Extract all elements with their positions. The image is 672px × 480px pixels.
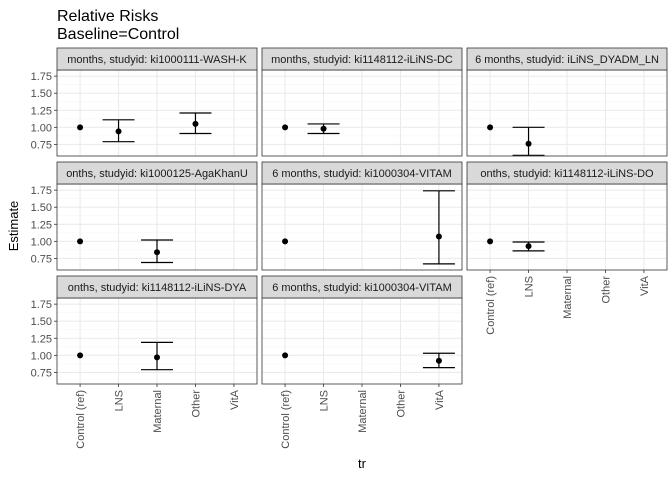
panel-marks <box>77 238 173 264</box>
estimate-point <box>154 249 160 256</box>
x-tick-label: Maternal <box>562 276 574 319</box>
facet-strip <box>466 161 668 185</box>
facet-strip-label: months, studyid: ki1148112-iLiNS-DC <box>271 54 453 66</box>
facet-strip-label: 6 months, studyid: ki1000304-VITAM <box>272 282 452 294</box>
x-tick-label: Control (ref) <box>280 390 292 449</box>
panel-marks <box>282 123 340 135</box>
facet-strip-label: onths, studyid: ki1000125-AgaKhanU <box>66 168 248 180</box>
y-tick-label: 1.50 <box>31 316 52 328</box>
y-tick-label: 0.75 <box>31 253 52 265</box>
y-axis-title: Estimate <box>6 201 21 252</box>
y-tick-label: 1.00 <box>31 122 52 134</box>
facet-strip-label: months, studyid: ki1000111-WASH-K <box>67 54 247 66</box>
estimate-point <box>282 352 289 359</box>
facet-panels: months, studyid: ki1000111-WASH-K 0.75 1.0… <box>31 47 668 449</box>
y-tick-label: 0.75 <box>31 367 52 379</box>
x-tick-label: Maternal <box>357 390 369 433</box>
panel-marks <box>77 341 173 371</box>
panel-marks <box>282 190 455 265</box>
y-tick-label: 1.25 <box>31 333 52 345</box>
y-tick-label: 1.50 <box>31 202 52 214</box>
x-tick-label: VitA <box>229 389 241 410</box>
chart-subtitle: Baseline=Control <box>57 26 179 43</box>
estimate-point <box>435 357 442 364</box>
facet-strip-label: onths, studyid: ki1148112-iLiNS-DYA <box>68 282 247 294</box>
y-tick-label: 1.50 <box>31 88 52 100</box>
facet-panel: months, studyid: ki1000111-WASH-K 0.75 1.0… <box>31 47 258 157</box>
facet-panel: 6 months, studyid: iLiNS_DYADM_LN <box>466 47 668 157</box>
estimate-point <box>77 238 84 245</box>
estimate-point <box>282 124 289 131</box>
estimate-point <box>77 124 84 131</box>
facet-strip <box>56 47 258 71</box>
x-axis-title: tr <box>358 456 367 471</box>
x-tick-label: VitA <box>639 275 651 296</box>
x-tick-label: Control (ref) <box>75 390 87 449</box>
y-tick-label: 1.00 <box>31 350 52 362</box>
chart-title: Relative Risks <box>57 8 158 25</box>
estimate-point <box>435 233 442 240</box>
facet-strip <box>261 47 463 71</box>
x-tick-label: Other <box>395 390 407 418</box>
facet-strip <box>261 275 463 299</box>
facet-strip-label: 6 months, studyid: ki1000304-VITAM <box>272 168 452 180</box>
estimate-point <box>192 120 199 127</box>
estimate-point <box>487 124 494 131</box>
y-tick-label: 1.25 <box>31 219 52 231</box>
estimate-point <box>115 128 122 135</box>
x-tick-label: Other <box>600 276 612 304</box>
x-tick-label: VitA <box>434 389 446 410</box>
facet-panel: months, studyid: ki1148112-iLiNS-DC <box>261 47 463 157</box>
panel-marks <box>487 124 545 156</box>
x-tick-label: Other <box>190 390 202 418</box>
y-tick-label: 1.00 <box>31 236 52 248</box>
estimate-point <box>525 243 532 250</box>
y-tick-label: 1.75 <box>31 185 52 197</box>
panel-marks <box>487 238 545 252</box>
facet-panel: onths, studyid: ki1000125-AgaKhanU 0.75 1.… <box>31 161 258 271</box>
estimate-point <box>77 352 84 359</box>
x-tick-label: Control (ref) <box>485 276 497 335</box>
panel-marks <box>77 112 212 143</box>
estimate-point <box>487 238 494 245</box>
y-tick-label: 1.75 <box>31 299 52 311</box>
facet-strip <box>261 161 463 185</box>
x-tick-label: LNS <box>114 390 126 411</box>
x-tick-label: Maternal <box>152 390 164 433</box>
estimate-point <box>154 354 160 361</box>
y-tick-label: 1.75 <box>31 71 52 83</box>
x-tick-label: LNS <box>524 276 536 297</box>
facet-strip <box>56 161 258 185</box>
y-tick-label: 0.75 <box>31 139 52 151</box>
estimate-point <box>282 238 289 245</box>
panel-marks <box>282 352 455 369</box>
facet-strip-label: 6 months, studyid: iLiNS_DYADM_LN <box>475 54 659 66</box>
facet-strip <box>466 47 668 71</box>
facet-strip-label: onths, studyid: ki1148112-iLiNS-DO <box>480 168 654 180</box>
facet-strip <box>56 275 258 299</box>
facet-panel: onths, studyid: ki1148112-iLiNS-DYA 0.75 1… <box>31 275 258 449</box>
estimate-point <box>320 125 327 132</box>
facet-panel: 6 months, studyid: ki1000304-VITAM Contro… <box>261 275 463 449</box>
x-tick-label: LNS <box>319 390 331 411</box>
facet-panel: 6 months, studyid: ki1000304-VITAM <box>261 161 463 271</box>
facet-panel: onths, studyid: ki1148112-iLiNS-DO Contro… <box>466 161 668 335</box>
y-tick-label: 1.25 <box>31 105 52 117</box>
estimate-point <box>525 140 532 147</box>
